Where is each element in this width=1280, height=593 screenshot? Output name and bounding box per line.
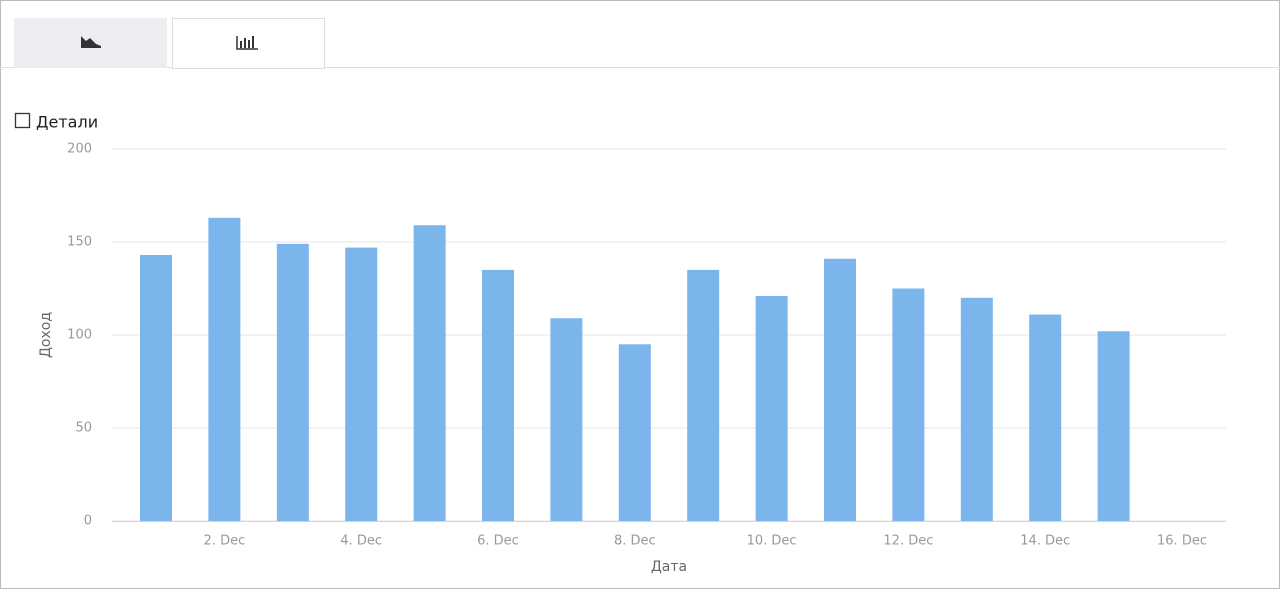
y-axis-title: Доход — [38, 312, 54, 358]
bar — [618, 344, 651, 521]
bar — [413, 225, 446, 521]
x-tick-label: 12. Dec — [883, 534, 933, 549]
y-tick-label: 50 — [75, 421, 92, 436]
bar — [892, 288, 925, 521]
x-tick-label: 2. Dec — [204, 534, 246, 549]
bar — [550, 318, 583, 521]
y-tick-label: 0 — [84, 514, 92, 529]
x-tick-label: 14. Dec — [1020, 534, 1070, 549]
x-tick-label: 16. Dec — [1157, 534, 1207, 549]
bar-icon-bar — [244, 38, 246, 48]
y-tick-label: 150 — [67, 235, 92, 250]
bar — [140, 255, 172, 521]
bar — [1029, 314, 1062, 521]
bar-icon-bar — [252, 36, 254, 48]
tab-area-chart[interactable] — [14, 18, 167, 68]
bar-icon-axis — [236, 36, 258, 50]
bar — [960, 297, 993, 521]
x-tick-label: 4. Dec — [340, 534, 382, 549]
x-tick-label: 8. Dec — [614, 534, 656, 549]
bar — [345, 247, 378, 521]
bar — [687, 269, 720, 521]
bar — [1097, 331, 1130, 521]
area-icon — [81, 36, 101, 48]
x-tick-label: 6. Dec — [477, 534, 519, 549]
details-checkbox[interactable]: Детали — [14, 112, 99, 132]
bar — [755, 295, 788, 521]
x-axis-title: Дата — [651, 559, 687, 575]
bar — [482, 269, 514, 521]
bar-icon-bar — [248, 40, 250, 48]
bar-icon-bar — [240, 41, 242, 48]
y-tick-label: 100 — [67, 328, 92, 343]
x-tick-label: 10. Dec — [747, 534, 797, 549]
bar — [276, 243, 309, 522]
y-tick-label: 200 — [67, 142, 92, 157]
checkbox-label: Детали — [36, 113, 98, 132]
bar — [824, 258, 856, 521]
checkbox[interactable] — [14, 112, 31, 129]
tab-bar-chart[interactable] — [172, 18, 325, 69]
bar — [208, 217, 241, 521]
